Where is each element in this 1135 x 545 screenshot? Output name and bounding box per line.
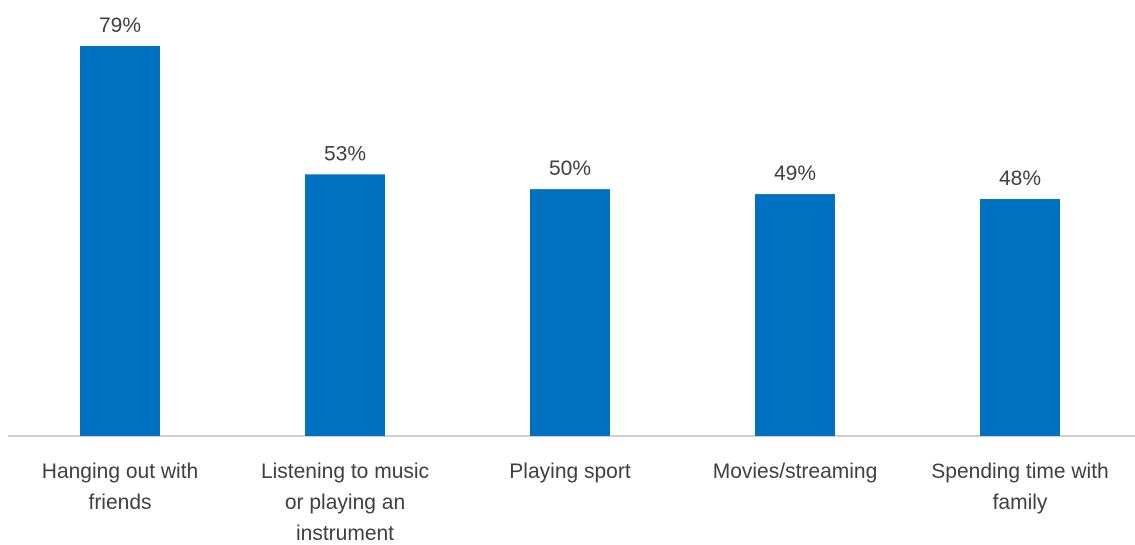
category-label-2: Playing sport — [509, 460, 631, 483]
category-label-line: or playing an — [285, 491, 405, 514]
category-label-line: Playing sport — [509, 460, 631, 483]
data-label-0: 79% — [99, 14, 141, 37]
category-label-line: friends — [88, 491, 151, 514]
category-label-0: Hanging out with friends — [42, 460, 198, 514]
category-label-1: Listening to music or playing an instrumen… — [261, 460, 429, 545]
data-label-4: 48% — [999, 167, 1041, 190]
category-label-4: Spending time with family — [931, 460, 1108, 514]
category-label-3: Movies/streaming — [713, 460, 878, 483]
data-labels-group: 79% 53% 50% 49% 48% — [99, 14, 1041, 190]
category-label-line: Listening to music — [261, 460, 429, 483]
bar-3 — [755, 194, 835, 436]
bar-1 — [305, 174, 385, 436]
data-label-2: 50% — [549, 157, 591, 180]
category-labels-group: Hanging out with friends Listening to musi… — [42, 460, 1109, 545]
bar-4 — [980, 199, 1060, 436]
bar-0 — [80, 46, 160, 436]
data-label-1: 53% — [324, 142, 366, 165]
bars-group — [80, 46, 1060, 436]
data-label-3: 49% — [774, 162, 816, 185]
category-label-line: Hanging out with — [42, 460, 198, 483]
category-label-line: Spending time with — [931, 460, 1108, 483]
category-label-line: family — [993, 491, 1048, 514]
category-label-line: instrument — [296, 522, 394, 545]
bar-2 — [530, 189, 610, 436]
category-label-line: Movies/streaming — [713, 460, 878, 483]
